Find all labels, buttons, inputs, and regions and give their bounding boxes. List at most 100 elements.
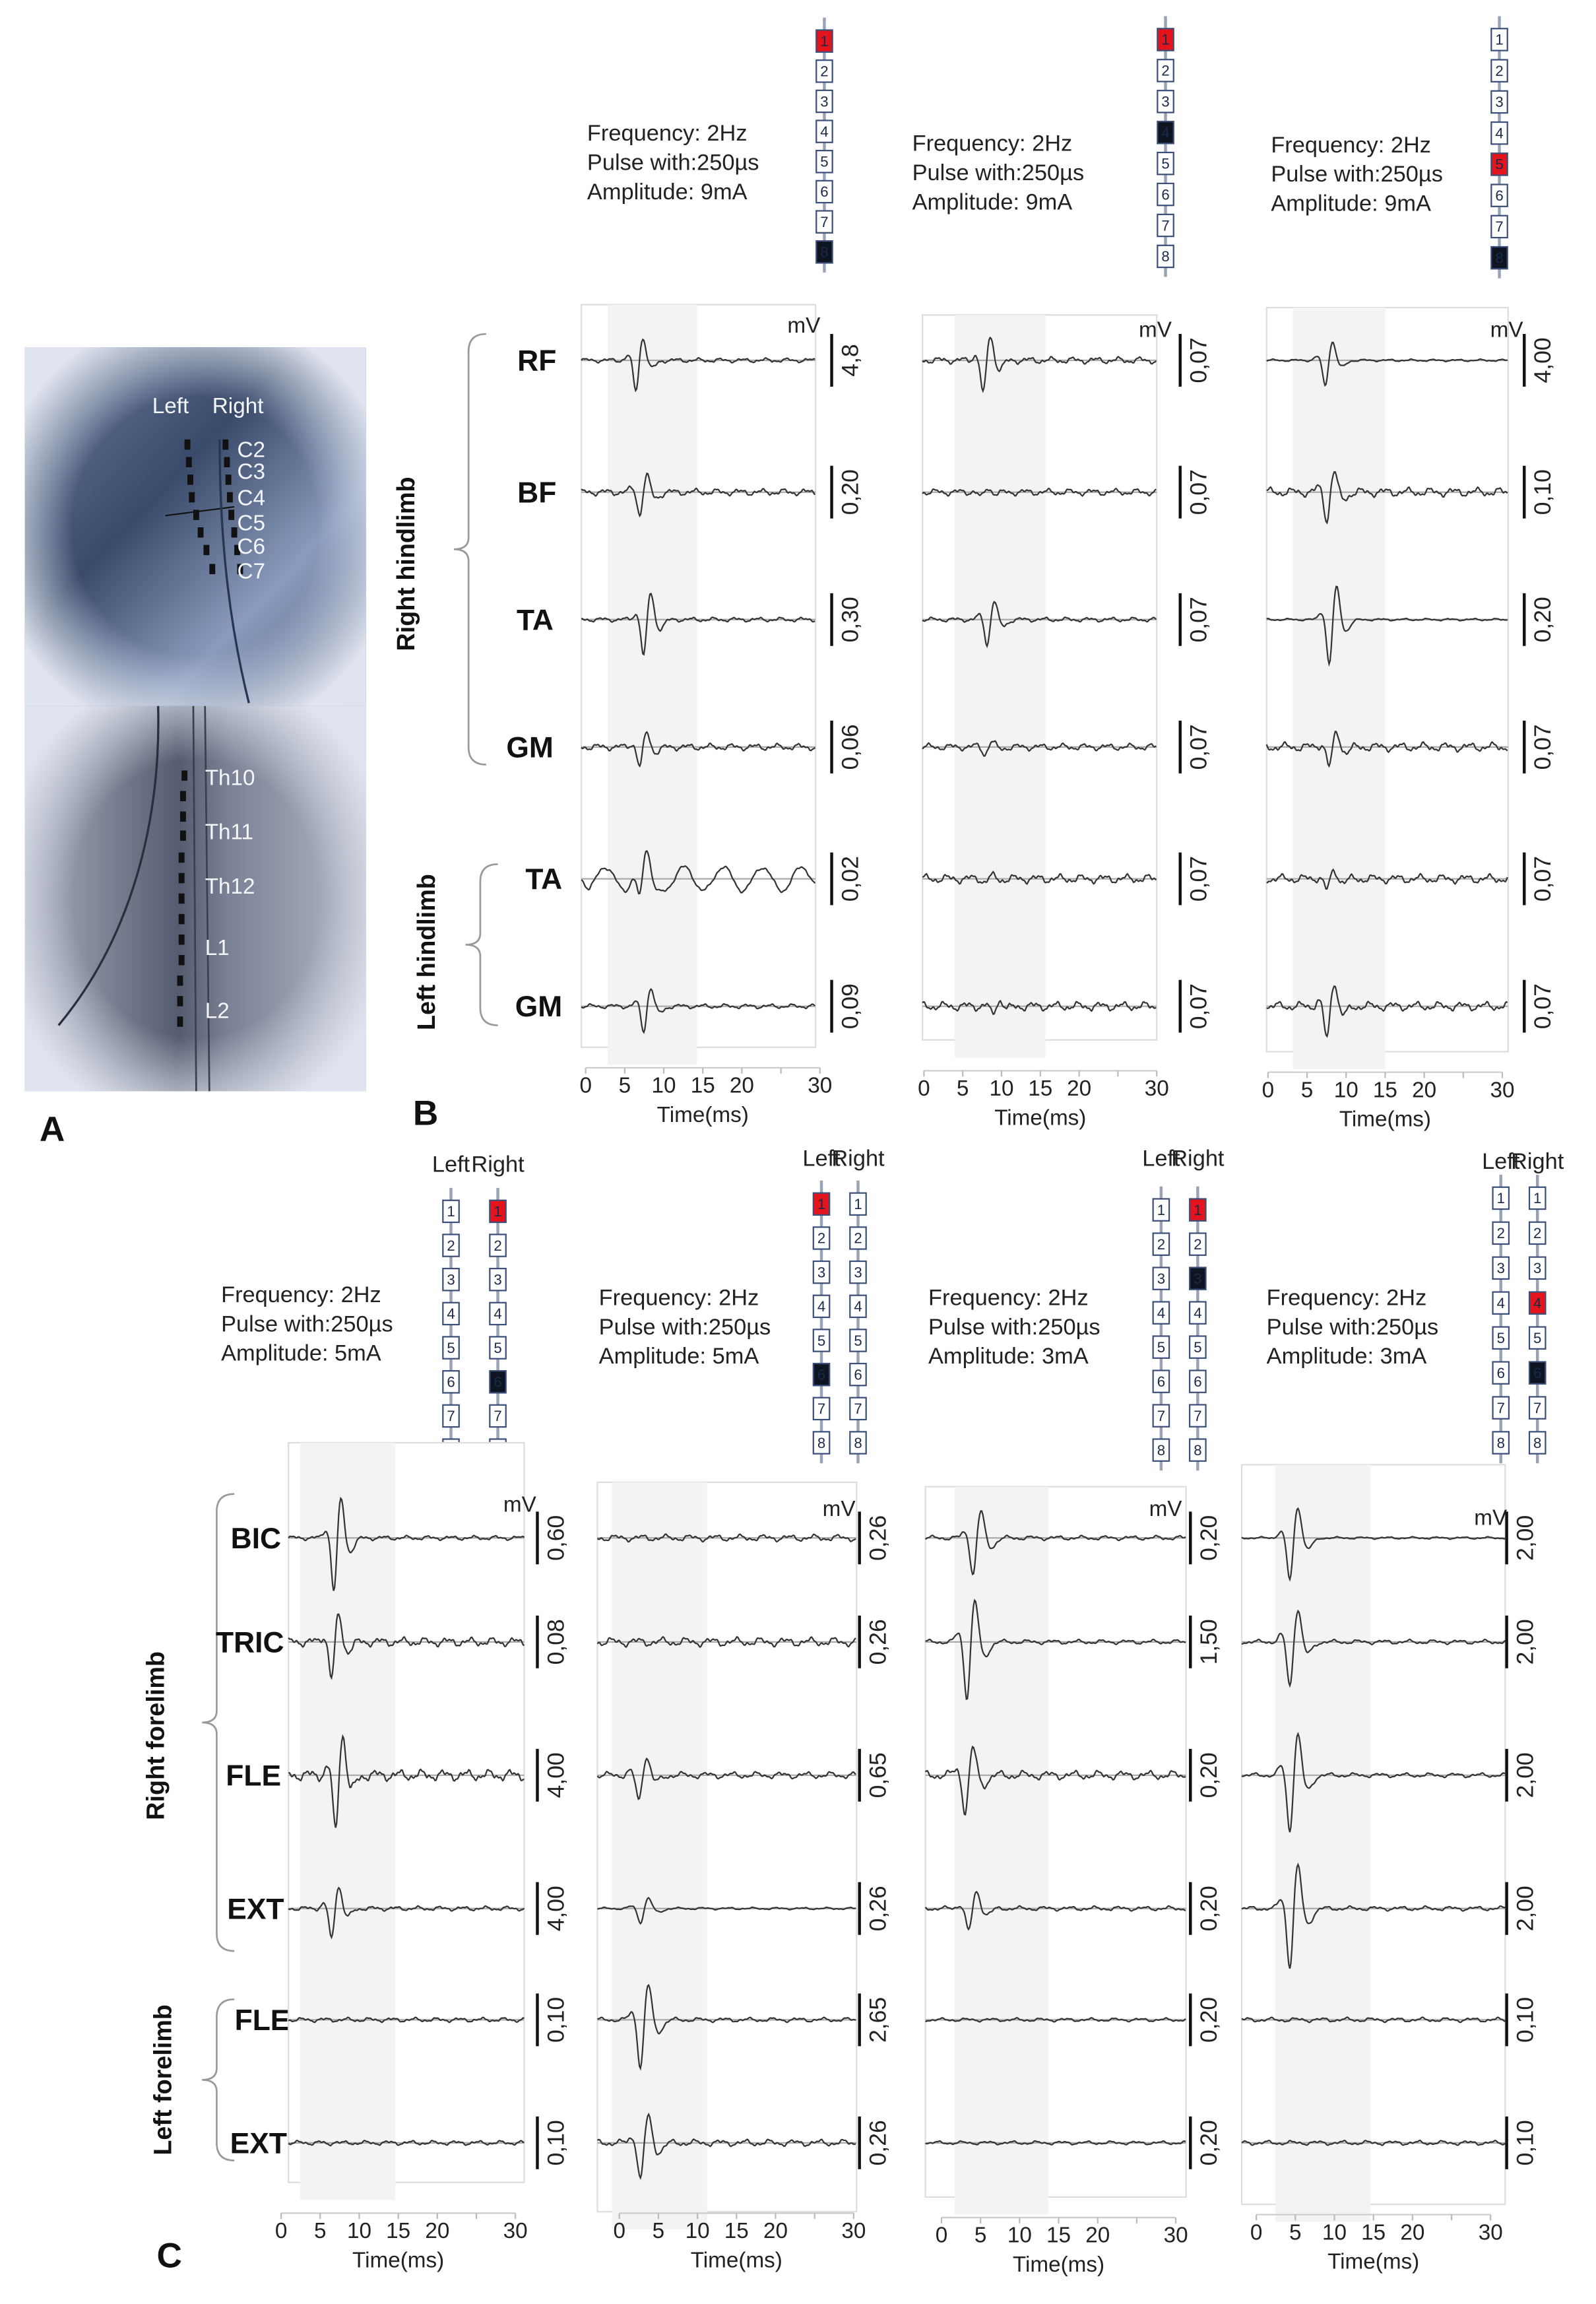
x-tick-label: 5	[1289, 2220, 1302, 2245]
emg-trace	[596, 1635, 856, 1649]
emg-trace	[581, 731, 816, 768]
scale-bar-value: 0,07	[1529, 856, 1556, 902]
lead-wire	[57, 706, 160, 1026]
emg-trace	[1241, 1862, 1506, 1969]
panel-label-b: B	[413, 1094, 438, 1133]
electrode-contact-mark	[181, 770, 188, 781]
emg-trace	[1266, 341, 1508, 387]
response-window-shade	[1275, 1465, 1371, 2222]
electrode-contact-mark	[187, 475, 193, 485]
x-tick-label: 10	[652, 1074, 676, 1098]
lead-side-label: Right	[831, 1146, 885, 1171]
xray-right-label: Right	[212, 394, 264, 418]
stimulation-parameter: Amplitude: 9mA	[1271, 191, 1431, 216]
scale-bar-value: 0,30	[837, 597, 863, 642]
electrode-contact	[1152, 1438, 1170, 1462]
electrode-contact-mark	[225, 475, 232, 485]
xray-left-label: Left	[152, 394, 189, 418]
electrode-contact	[815, 119, 833, 143]
electrode-contact-mark	[234, 544, 240, 556]
muscle-label: TA	[525, 863, 562, 896]
emg-trace	[596, 2113, 856, 2181]
x-tick-label: 0	[579, 1074, 592, 1098]
x-tick-label: 0	[918, 1076, 930, 1101]
electrode-contact-anode	[812, 1362, 831, 1387]
stimulation-column: Frequency: 2Hz Pulse with:250µs Amplitude:…	[1262, 16, 1556, 1132]
x-tick-label: 30	[841, 2219, 866, 2243]
response-window-shade	[954, 1486, 1048, 2215]
scale-bar-value: 0,09	[837, 983, 863, 1029]
electrode-contact-number: 4	[854, 1298, 862, 1315]
x-axis-label: Time(ms)	[657, 1103, 749, 1127]
stimulation-parameter: Amplitude: 9mA	[587, 180, 748, 205]
stimulation-parameter: Frequency: 2Hz	[928, 1285, 1089, 1310]
lead-side-label: Left	[432, 1152, 470, 1177]
electrode-contact-number: 8	[817, 1435, 825, 1451]
scale-bar-value: 2,00	[1512, 1886, 1539, 1931]
electrode-contact-number: 8	[854, 1435, 862, 1451]
electrode-contact-mark	[178, 934, 185, 945]
electrode-contact-mark	[178, 955, 185, 966]
electrode-contact	[812, 1431, 831, 1455]
vertebra-label: Th12	[205, 874, 255, 899]
stimulation-parameter: Amplitude: 3mA	[928, 1344, 1089, 1369]
electrode-contact-number: 2	[1194, 1236, 1201, 1253]
electrode-contact	[812, 1397, 831, 1421]
electrode-contact-number: 1	[817, 1196, 825, 1212]
scale-bar-value: 0,20	[1196, 1886, 1222, 1931]
electrode-contact-number: 6	[1157, 1373, 1165, 1390]
electrode-contact	[1189, 1438, 1207, 1462]
electrode-contact-number: 5	[1495, 156, 1503, 173]
electrode-contact-anode	[1189, 1267, 1207, 1290]
xray-reference-line	[165, 506, 235, 517]
unit-label: mV	[1490, 317, 1524, 342]
electrode-contact	[1152, 1369, 1170, 1393]
electrode-contact	[489, 1404, 507, 1428]
electrode-contact-number: 1	[1533, 1190, 1541, 1206]
electrode-contact	[1492, 1221, 1510, 1245]
x-tick-label: 10	[1334, 1078, 1358, 1102]
lead-side-label: Right	[471, 1152, 525, 1177]
electrode-contact	[1490, 28, 1508, 51]
electrode-contact	[442, 1234, 460, 1257]
x-tick-label: 30	[808, 1074, 832, 1098]
electrode-contact	[1189, 1369, 1207, 1393]
scale-bar-value: 2,65	[865, 1997, 891, 2043]
x-tick-label: 5	[974, 2223, 987, 2248]
group-bracket	[453, 333, 486, 766]
x-tick-label: 5	[314, 2219, 327, 2243]
electrode-contact	[1490, 183, 1508, 207]
electrode-contact-mark	[184, 439, 191, 450]
muscle-group: Left hindlimb TA GM	[412, 863, 562, 1030]
x-tick-label: 15	[1046, 2223, 1071, 2248]
electrode-contact-number: 3	[494, 1272, 501, 1288]
electrode-contact	[1157, 244, 1174, 269]
electrode-contact	[1528, 1431, 1547, 1455]
muscle-label: TA	[517, 604, 554, 636]
electrode-contact-mark	[203, 544, 210, 556]
electrode-contact-number: 3	[1157, 1270, 1165, 1287]
group-bracket	[202, 1998, 235, 2161]
electrode-contact	[1157, 182, 1174, 207]
electrode-contact	[1157, 59, 1174, 82]
electrode-contact-mark	[185, 457, 192, 467]
electrode-contact-number: 3	[1194, 1270, 1201, 1287]
electrode-contact	[1152, 1267, 1170, 1290]
electrode-contact	[849, 1260, 867, 1284]
stimulation-parameter: Frequency: 2Hz	[587, 121, 748, 146]
emg-trace	[922, 740, 1157, 757]
unit-label: mV	[823, 1497, 856, 1521]
x-tick-label: 30	[1479, 2220, 1503, 2245]
electrode-contact-number: 4	[1157, 1305, 1165, 1321]
electrode-contact-number: 4	[1194, 1305, 1201, 1321]
emg-trace	[1241, 2139, 1506, 2146]
electrode-contact	[815, 150, 833, 174]
xray-cervical-vignette	[24, 347, 366, 706]
x-tick-label: 5	[957, 1076, 969, 1101]
emg-trace	[1266, 471, 1508, 525]
emg-trace	[581, 338, 815, 393]
